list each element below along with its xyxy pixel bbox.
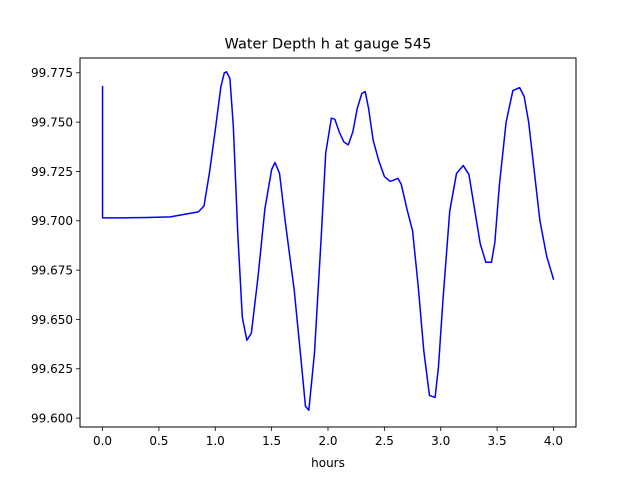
y-tick-label: 99.625 <box>31 362 73 376</box>
y-tick-label: 99.725 <box>31 165 73 179</box>
series-line-0 <box>101 71 555 411</box>
plot-background <box>80 58 576 427</box>
plot-area <box>79 57 577 428</box>
y-axis: 99.600 99.625 99.650 99.675 99.700 99.725 99.7… <box>31 66 80 425</box>
x-axis: 0.0 0.5 1.0 1.5 2.0 2.5 3.0 3.5 4.0 <box>93 427 563 448</box>
x-tick-label: 0.5 <box>149 434 168 448</box>
x-tick-label: 2.5 <box>375 434 394 448</box>
x-tick-label: 4.0 <box>544 434 563 448</box>
x-tick-label: 1.0 <box>206 434 225 448</box>
y-tick-label: 99.675 <box>31 263 73 277</box>
y-tick-label: 99.750 <box>31 115 73 129</box>
x-axis-label: hours <box>311 456 345 470</box>
x-tick-label: 0.0 <box>93 434 112 448</box>
y-tick-label: 99.600 <box>31 411 73 425</box>
y-tick-label: 99.775 <box>31 66 73 80</box>
y-tick-label: 99.700 <box>31 214 73 228</box>
x-tick-label: 3.0 <box>431 434 450 448</box>
y-tick-label: 99.650 <box>31 313 73 327</box>
x-tick-label: 3.5 <box>488 434 507 448</box>
x-tick-label: 1.5 <box>262 434 281 448</box>
x-tick-label: 2.0 <box>318 434 337 448</box>
chart-title: Water Depth h at gauge 545 <box>225 37 432 53</box>
